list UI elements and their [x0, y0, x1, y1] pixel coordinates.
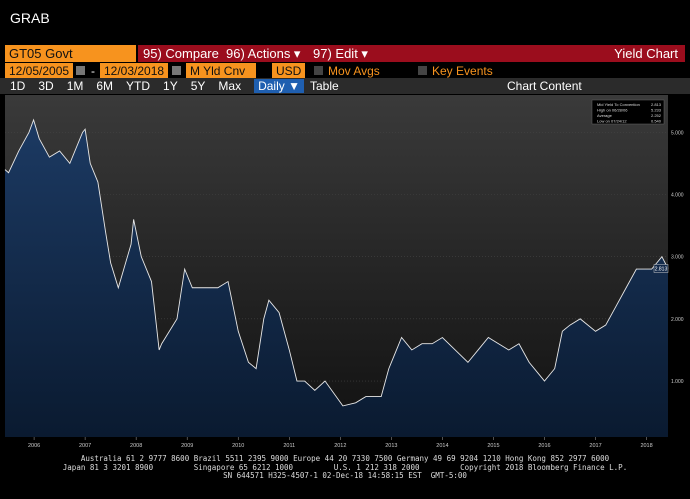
y-tick-label: 3.000 [671, 255, 684, 261]
period-button[interactable]: 6M [96, 79, 114, 93]
legend-box [591, 99, 665, 125]
edit-button[interactable]: 97) Edit ▾ [313, 46, 368, 61]
calendar-icon[interactable] [172, 66, 181, 75]
x-tick-label: 2018 [640, 443, 652, 449]
x-tick-label: 2008 [130, 443, 142, 449]
date-separator: - [91, 64, 95, 78]
window-title: GRAB [10, 10, 50, 26]
footer: Australia 61 2 9777 8600 Brazil 5511 239… [0, 454, 690, 481]
x-tick-label: 2016 [538, 443, 550, 449]
compare-button[interactable]: 95) Compare [143, 46, 219, 61]
calendar-icon[interactable] [76, 66, 85, 75]
checkbox[interactable] [418, 66, 427, 75]
page-name: Yield Chart [614, 46, 678, 61]
x-tick-label: 2014 [436, 443, 448, 449]
y-tick-label: 1.000 [671, 379, 684, 385]
x-tick-label: 2013 [385, 443, 397, 449]
x-tick-label: 2012 [334, 443, 346, 449]
period-button[interactable]: Max [218, 79, 242, 93]
period-button[interactable]: 1M [66, 79, 84, 93]
chart: 1.000 2.000 3.000 4.000 5.000 2006 2007 2008 200… [4, 95, 684, 449]
table-button[interactable]: Table [310, 79, 339, 93]
y-tick-label: 5.000 [671, 130, 684, 136]
end-date[interactable]: 12/03/2018 [100, 63, 169, 79]
legend-label: Average [597, 113, 613, 118]
security-field[interactable]: GT05 Govt [5, 45, 136, 62]
checkbox[interactable] [314, 66, 323, 75]
start-date[interactable]: 12/05/2005 [5, 63, 74, 79]
period-button[interactable]: Daily ▼ [254, 79, 304, 93]
period-bar [0, 78, 690, 94]
mov-avgs[interactable]: Mov Avgs [328, 64, 380, 78]
period-buttons: 1D 3D 1M 6M YTD 1Y 5Y Max Daily ▼ [10, 78, 317, 94]
x-tick-label: 2011 [283, 443, 295, 449]
period-button[interactable]: 5Y [190, 79, 206, 93]
key-events[interactable]: Key Events [432, 64, 493, 78]
footer-line: Japan 81 3 3201 8900 Singapore 65 6212 1… [62, 462, 628, 472]
legend-label: High on 06/28/06 [597, 108, 628, 113]
x-tick-label: 2006 [28, 443, 40, 449]
legend-label: Mid Yield To Convention [597, 102, 640, 107]
action-bar [138, 45, 685, 62]
legend-value: 2.252 [651, 113, 662, 118]
legend-value: 0.540 [651, 119, 662, 124]
x-tick-label: 2007 [79, 443, 91, 449]
legend-value: 5.233 [651, 108, 662, 113]
period-button[interactable]: 1Y [163, 79, 178, 93]
chart-content-button[interactable]: Chart Content [507, 79, 582, 93]
field-select[interactable]: M Yld Cnv [186, 63, 256, 79]
y-tick-label: 2.000 [671, 317, 684, 323]
x-tick-label: 2017 [589, 443, 601, 449]
legend-value: 2.813 [651, 102, 662, 107]
y-tick-label: 4.000 [671, 192, 684, 198]
period-button[interactable]: 1D [10, 79, 26, 93]
footer-line: Australia 61 2 9777 8600 Brazil 5511 239… [80, 454, 610, 463]
currency-select[interactable]: USD [272, 63, 306, 79]
last-value-label: 2.813 [655, 266, 668, 272]
x-tick-label: 2010 [232, 443, 244, 449]
x-tick-label: 2015 [487, 443, 499, 449]
last-value-badge [653, 264, 669, 273]
footer-line: SN 644571 H325-4507-1 02-Dec-18 14:58:15… [223, 471, 467, 480]
legend-label: Low on 07/24/12 [597, 119, 627, 124]
period-button[interactable]: YTD [126, 79, 151, 93]
line [4, 118, 669, 407]
period-button[interactable]: 3D [38, 79, 54, 93]
actions-button[interactable]: 96) Actions ▾ [226, 46, 301, 61]
area [5, 119, 668, 438]
x-tick-label: 2009 [181, 443, 193, 449]
